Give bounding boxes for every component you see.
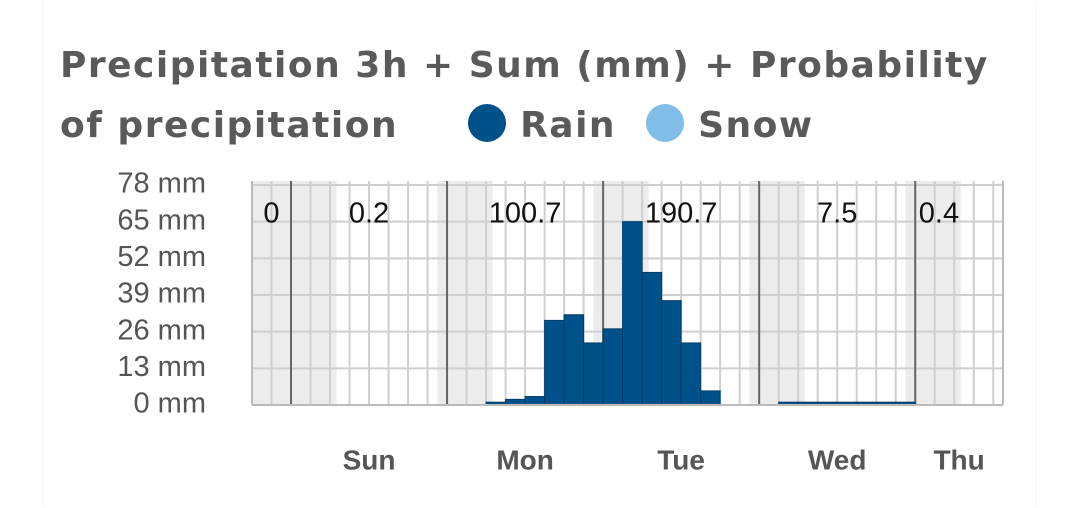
- x-tick-label: Sun: [343, 444, 396, 475]
- y-tick-label: 39 mm: [117, 278, 206, 310]
- chart-title: Precipitation 3h + Sum (mm) + Probabilit…: [60, 45, 989, 146]
- bar: [680, 342, 702, 406]
- night-band: [437, 181, 493, 405]
- bar: [661, 300, 682, 406]
- bar: [602, 328, 624, 406]
- bar: [563, 314, 585, 406]
- legend-label: Rain: [520, 105, 617, 146]
- y-tick-label: 78 mm: [117, 168, 206, 200]
- bar: [524, 396, 546, 406]
- header: Precipitation 3h + Sum (mm) + Probabilit…: [60, 36, 1040, 156]
- bar: [700, 390, 721, 406]
- x-tick-label: Tue: [657, 444, 705, 475]
- x-tick-label: Wed: [808, 444, 867, 475]
- day-sum: 190.7: [645, 198, 718, 230]
- y-tick-label: 13 mm: [117, 351, 206, 383]
- y-tick-label: 0 mm: [134, 388, 207, 420]
- night-band: [749, 181, 805, 405]
- night-band: [281, 181, 337, 405]
- day-sum: 100.7: [489, 198, 562, 230]
- legend-swatch: [646, 104, 685, 142]
- card: [44, 0, 1035, 508]
- legend-item[interactable]: Snow: [646, 96, 814, 156]
- legend-label: Snow: [698, 105, 814, 146]
- legend-swatch: [468, 104, 507, 142]
- x-tick-label: Mon: [496, 444, 554, 475]
- x-tick-label: Thu: [933, 444, 984, 475]
- day-sum: 0.2: [349, 198, 389, 230]
- bar: [583, 342, 604, 406]
- bar: [622, 221, 643, 406]
- bar: [641, 271, 663, 406]
- bar: [544, 319, 565, 406]
- legend-item[interactable]: Rain: [468, 96, 616, 156]
- y-tick-label: 26 mm: [117, 314, 206, 346]
- y-tick-label: 52 mm: [117, 241, 206, 273]
- y-tick-label: 65 mm: [117, 204, 206, 236]
- day-sum: 0: [263, 198, 279, 230]
- day-sum: 7.5: [817, 198, 857, 230]
- day-sum: 0.4: [919, 198, 959, 230]
